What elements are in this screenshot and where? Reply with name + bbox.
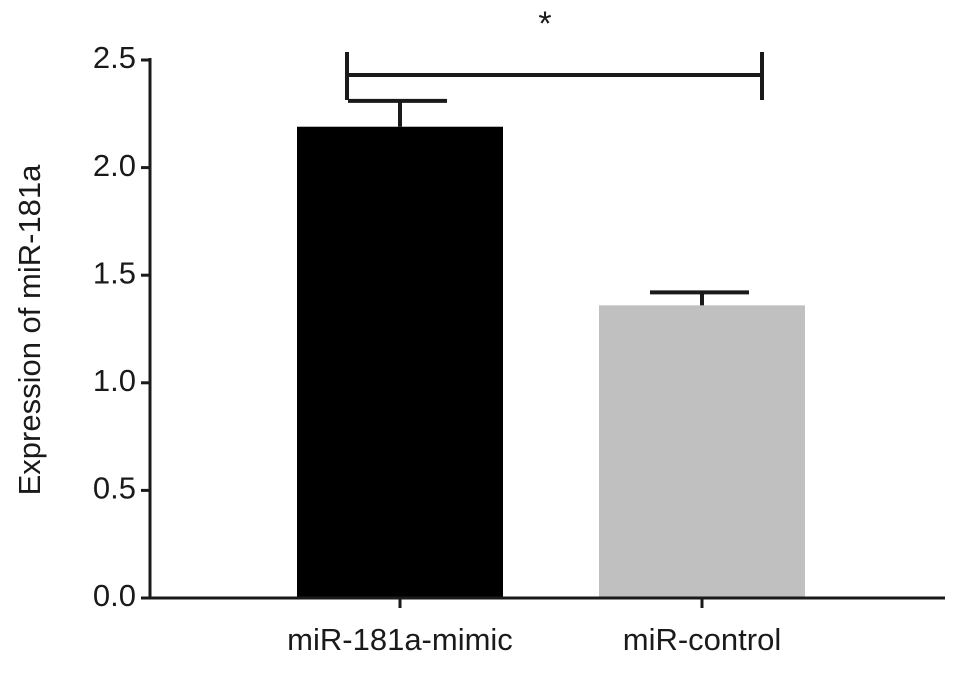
bar bbox=[297, 126, 503, 598]
y-tick-label: 2.5 bbox=[93, 40, 136, 75]
x-tick-label: miR-181a-mimic bbox=[287, 622, 513, 657]
significance-marker: * bbox=[538, 5, 551, 43]
y-tick-label: 0.5 bbox=[93, 471, 136, 506]
y-tick-label: 1.0 bbox=[93, 363, 136, 398]
y-axis-label: Expression of miR-181a bbox=[12, 164, 47, 496]
significance-bracket bbox=[345, 52, 764, 100]
y-tick-label: 0.0 bbox=[93, 578, 136, 613]
bar bbox=[599, 305, 805, 598]
error-bar bbox=[348, 98, 447, 127]
error-bar bbox=[650, 290, 749, 306]
y-tick-label: 1.5 bbox=[93, 255, 136, 290]
y-tick-label: 2.0 bbox=[93, 148, 136, 183]
x-tick-label: miR-control bbox=[623, 622, 781, 657]
